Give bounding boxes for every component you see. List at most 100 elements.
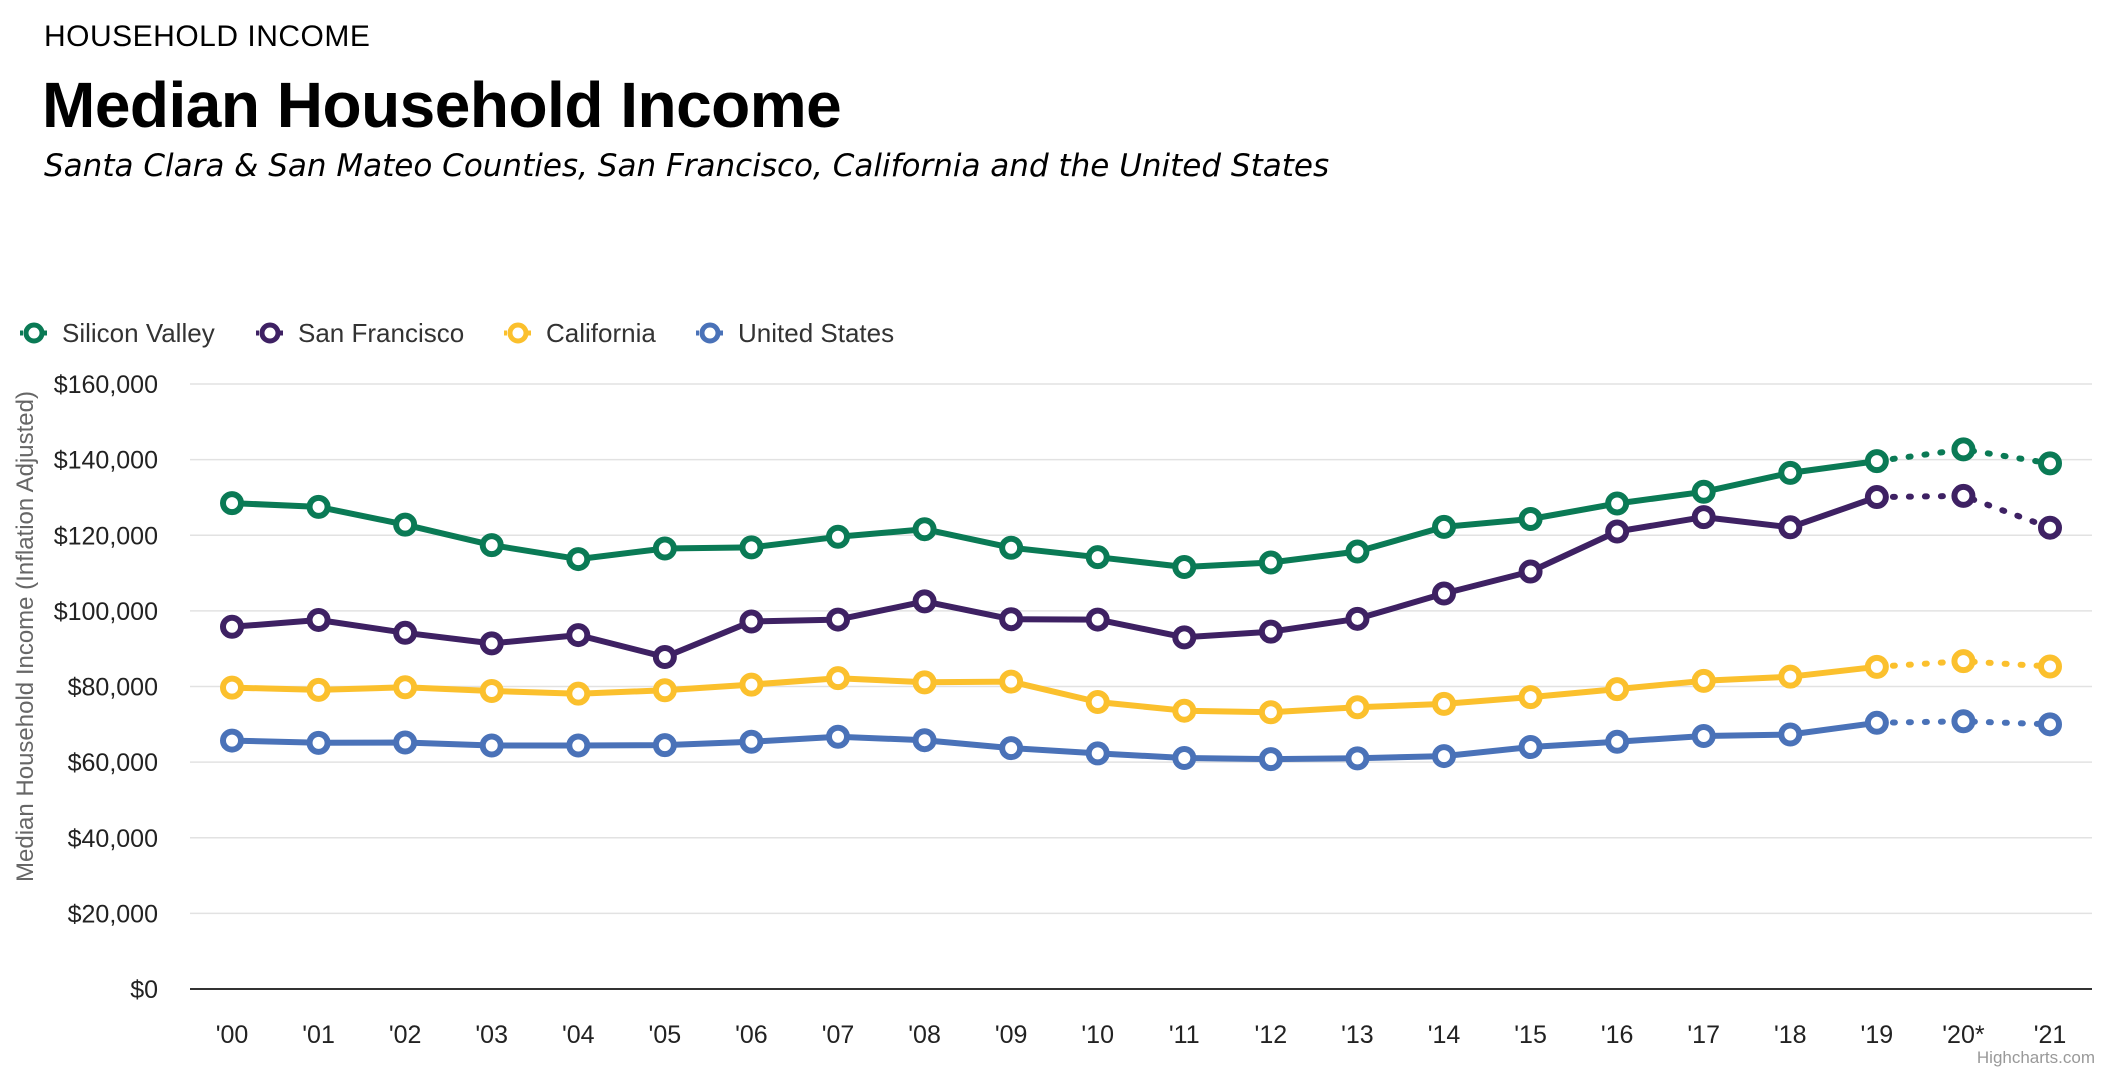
data-point[interactable]: [1864, 654, 1889, 679]
data-point[interactable]: [826, 666, 850, 691]
data-point[interactable]: [566, 623, 591, 648]
data-point[interactable]: [1432, 581, 1456, 606]
data-point[interactable]: [306, 730, 331, 755]
data-point[interactable]: [912, 517, 937, 542]
data-point[interactable]: [1605, 677, 1630, 702]
data-point[interactable]: [1432, 744, 1456, 769]
data-point[interactable]: [826, 607, 850, 632]
legend-item[interactable]: San Francisco: [256, 318, 464, 348]
data-point[interactable]: [739, 535, 764, 560]
data-point[interactable]: [912, 670, 937, 695]
data-point[interactable]: [1432, 514, 1456, 539]
credits-link[interactable]: Highcharts.com: [1976, 1048, 2095, 1067]
data-point[interactable]: [1172, 698, 1197, 723]
data-point[interactable]: [393, 675, 418, 700]
data-point[interactable]: [1172, 555, 1197, 580]
data-point[interactable]: [652, 678, 677, 703]
data-point[interactable]: [220, 728, 244, 753]
data-point[interactable]: [1605, 519, 1630, 544]
data-point[interactable]: [479, 631, 504, 656]
data-point[interactable]: [1258, 619, 1283, 644]
data-point[interactable]: [912, 728, 937, 753]
series-united-states: [220, 709, 2062, 772]
data-point[interactable]: [1432, 691, 1456, 716]
data-point[interactable]: [739, 729, 764, 754]
data-point[interactable]: [306, 494, 331, 519]
data-point[interactable]: [1085, 545, 1110, 570]
data-point[interactable]: [1345, 606, 1370, 631]
data-point[interactable]: [1172, 625, 1197, 650]
data-point[interactable]: [652, 733, 677, 758]
data-point[interactable]: [1345, 695, 1370, 720]
data-point[interactable]: [220, 491, 244, 516]
data-point[interactable]: [1345, 746, 1370, 771]
data-point[interactable]: [220, 675, 244, 700]
data-point[interactable]: [1258, 747, 1283, 772]
data-point[interactable]: [1172, 745, 1197, 770]
data-point[interactable]: [479, 679, 504, 704]
data-point[interactable]: [1778, 722, 1803, 747]
series-line-projected: [1873, 446, 2053, 467]
data-point[interactable]: [739, 672, 764, 697]
data-point[interactable]: [1691, 479, 1716, 504]
data-point[interactable]: [1605, 491, 1630, 516]
data-point[interactable]: [1085, 741, 1110, 766]
data-point[interactable]: [1951, 437, 1976, 462]
data-point[interactable]: [826, 724, 850, 749]
data-point[interactable]: [1345, 539, 1370, 564]
data-point[interactable]: [1951, 649, 1976, 674]
data-point[interactable]: [306, 677, 331, 702]
data-point[interactable]: [566, 681, 591, 706]
data-point[interactable]: [1778, 460, 1803, 485]
data-point[interactable]: [1951, 483, 1976, 508]
legend-item[interactable]: California: [504, 318, 656, 348]
data-point[interactable]: [393, 730, 418, 755]
legend-item[interactable]: United States: [696, 318, 894, 348]
data-point[interactable]: [1258, 550, 1283, 575]
data-point[interactable]: [652, 645, 677, 670]
data-point[interactable]: [1691, 505, 1716, 530]
data-point[interactable]: [1085, 607, 1110, 632]
data-point[interactable]: [1691, 668, 1716, 693]
data-point[interactable]: [1258, 700, 1283, 725]
data-point[interactable]: [1085, 690, 1110, 715]
series-line: [229, 494, 1880, 660]
data-point[interactable]: [999, 535, 1024, 560]
data-point[interactable]: [566, 547, 591, 572]
data-point[interactable]: [912, 589, 937, 614]
data-point[interactable]: [306, 607, 331, 632]
data-point[interactable]: [220, 614, 244, 639]
data-point[interactable]: [1864, 449, 1889, 474]
legend-item[interactable]: Silicon Valley: [20, 318, 215, 348]
data-point[interactable]: [1864, 485, 1889, 510]
data-point[interactable]: [1691, 724, 1716, 749]
data-point[interactable]: [2038, 515, 2062, 540]
data-point[interactable]: [1778, 515, 1803, 540]
data-point[interactable]: [2038, 451, 2062, 476]
data-point[interactable]: [2038, 654, 2062, 679]
chart-eyebrow: HOUSEHOLD INCOME: [44, 20, 371, 53]
data-point[interactable]: [826, 524, 850, 549]
data-point[interactable]: [1951, 709, 1976, 734]
data-point[interactable]: [566, 733, 591, 758]
data-point[interactable]: [393, 620, 418, 645]
data-point[interactable]: [999, 736, 1024, 761]
data-point[interactable]: [393, 512, 418, 537]
data-point[interactable]: [1605, 729, 1630, 754]
data-point[interactable]: [1518, 685, 1543, 710]
x-tick-label: '06: [735, 1021, 768, 1049]
data-point[interactable]: [479, 533, 504, 558]
series-silicon-valley: [220, 437, 2062, 580]
data-point[interactable]: [479, 733, 504, 758]
y-tick-label: $0: [130, 976, 158, 1004]
data-point[interactable]: [999, 607, 1024, 632]
data-point[interactable]: [652, 536, 677, 561]
data-point[interactable]: [1864, 710, 1889, 735]
data-point[interactable]: [999, 669, 1024, 694]
data-point[interactable]: [2038, 712, 2062, 737]
data-point[interactable]: [1518, 735, 1543, 759]
data-point[interactable]: [1518, 559, 1543, 584]
data-point[interactable]: [739, 609, 764, 634]
data-point[interactable]: [1518, 506, 1543, 531]
data-point[interactable]: [1778, 664, 1803, 689]
